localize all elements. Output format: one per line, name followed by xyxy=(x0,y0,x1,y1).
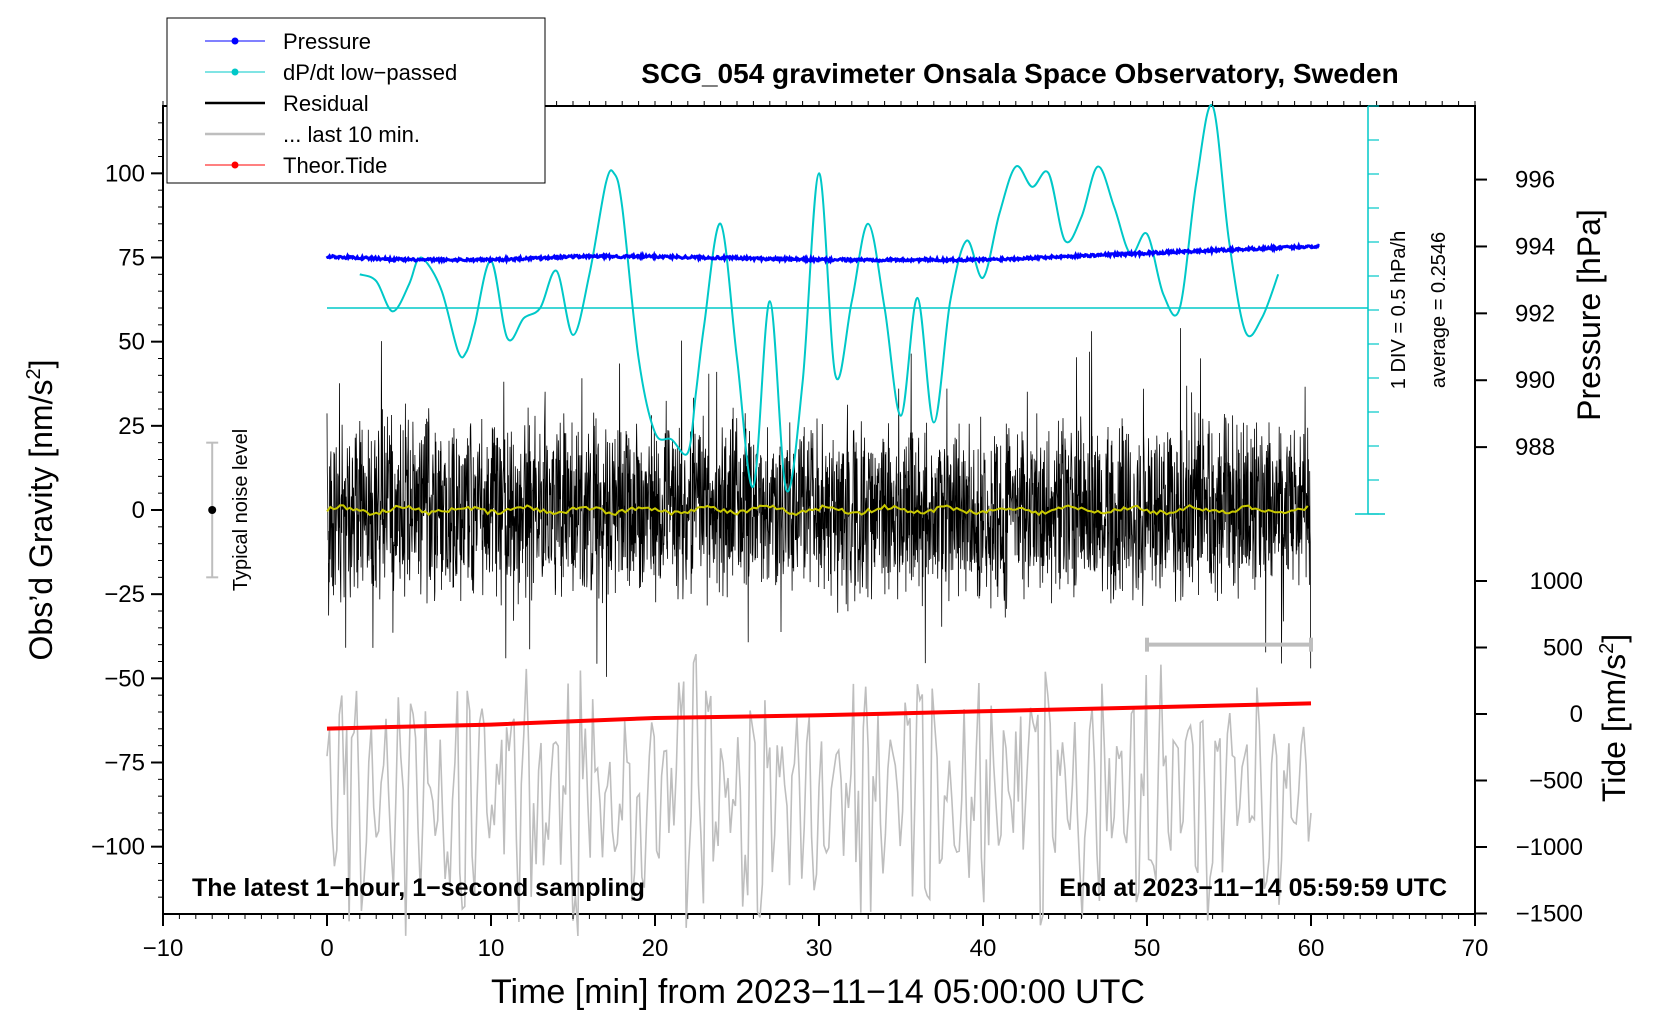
x-tick-label: 0 xyxy=(320,935,333,962)
legend-label: Pressure xyxy=(283,29,371,54)
y-axis-label-gravity: Obs’d Gravity [nm/s2] xyxy=(23,360,59,661)
dpdt-div-label: 1 DIV = 0.5 hPa/h xyxy=(1388,231,1410,389)
x-tick-label: 70 xyxy=(1462,935,1489,962)
last-10-min-series xyxy=(326,653,1312,937)
tide-tick-label: −1500 xyxy=(1516,901,1583,928)
x-tick-label: 20 xyxy=(642,935,669,962)
dpdt-series xyxy=(359,103,1280,493)
residual-smoothed-series xyxy=(326,503,1309,517)
y-tick-label: −50 xyxy=(104,665,145,692)
series-layer xyxy=(325,103,1368,937)
theoretical-tide-series xyxy=(326,701,1312,731)
y-axis-label-pressure: Pressure [hPa] xyxy=(1571,209,1607,421)
tide-tick-label: 0 xyxy=(1570,701,1583,728)
pressure-tick-label: 990 xyxy=(1515,367,1555,394)
legend-label: Theor.Tide xyxy=(283,153,387,178)
legend-label: ... last 10 min. xyxy=(283,122,420,147)
tide-tick-label: 500 xyxy=(1543,635,1583,662)
x-tick-label: 60 xyxy=(1298,935,1325,962)
x-tick-label: 10 xyxy=(478,935,505,962)
tide-tick-label: −500 xyxy=(1529,768,1583,795)
bottom-left-note: The latest 1−hour, 1−second sampling xyxy=(192,874,645,902)
legend-marker xyxy=(231,68,239,76)
pressure-tick-label: 992 xyxy=(1515,300,1555,327)
residual-series xyxy=(326,328,1312,677)
dpdt-average-label: average = 0.2546 xyxy=(1428,232,1450,388)
noise-level-label: Typical noise level xyxy=(230,429,252,591)
x-tick-label: 30 xyxy=(806,935,833,962)
y-tick-label: 50 xyxy=(118,329,145,356)
last-10-min-bar xyxy=(1145,637,1313,652)
tide-tick-label: −1000 xyxy=(1516,834,1583,861)
y-tick-label: −25 xyxy=(104,581,145,608)
dpdt-scale-ticks xyxy=(1355,105,1385,515)
y-axis-label-tide: Tide [nm/s2] xyxy=(1596,634,1632,802)
x-axis-label: Time [min] from 2023−11−14 05:00:00 UTC xyxy=(491,973,1145,1011)
pressure-series xyxy=(325,241,1320,265)
legend-marker xyxy=(231,37,239,45)
ticks-layer: −10 0 10 20 30 40 50 60 701007550250−25−50−75−10… xyxy=(91,101,1583,962)
pressure-tick-label: 996 xyxy=(1515,167,1555,194)
y-tick-label: −75 xyxy=(104,750,145,777)
bottom-right-note: End at 2023−11−14 05:59:59 UTC xyxy=(1059,874,1447,902)
pressure-tick-label: 988 xyxy=(1515,434,1555,461)
y-tick-label: 75 xyxy=(118,245,145,272)
legend: Pressure dP/dt low−passed Residual ... last… xyxy=(166,17,546,184)
x-tick-label: −10 xyxy=(143,935,184,962)
y-tick-label: 25 xyxy=(118,413,145,440)
y-tick-label: 100 xyxy=(105,160,145,187)
pressure-tick-label: 994 xyxy=(1515,233,1555,260)
legend-marker xyxy=(231,161,239,169)
noise-level-bar xyxy=(206,441,219,579)
tide-tick-label: 1000 xyxy=(1530,568,1583,595)
y-tick-label: 0 xyxy=(132,497,145,524)
x-tick-label: 50 xyxy=(1134,935,1161,962)
chart-title: SCG_054 gravimeter Onsala Space Observat… xyxy=(641,58,1398,89)
y-tick-label: −100 xyxy=(91,834,145,861)
legend-label: Residual xyxy=(283,91,369,116)
legend-label: dP/dt low−passed xyxy=(283,60,457,85)
legend-box xyxy=(166,17,546,184)
noise-bar-center-dot xyxy=(208,506,217,514)
x-tick-label: 40 xyxy=(970,935,997,962)
